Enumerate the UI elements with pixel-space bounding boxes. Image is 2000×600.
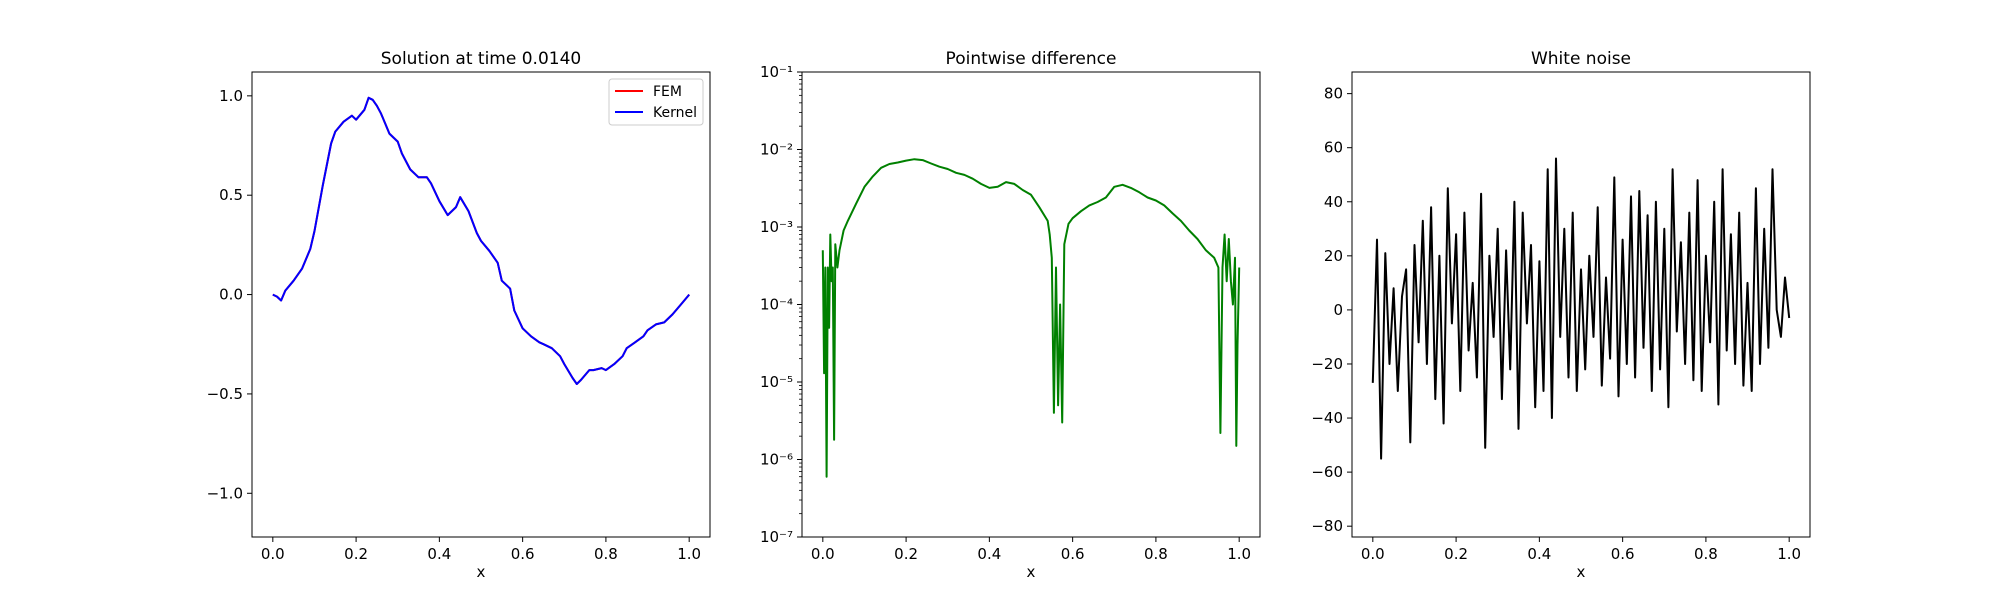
x-axis-label-solution: x — [477, 563, 486, 581]
y-tick-label: −40 — [1311, 409, 1343, 427]
axes-frame-solution — [251, 71, 711, 538]
x-tick-label: 1.0 — [677, 545, 701, 563]
x-ticks-noise: 0.0 0.2 0.4 0.6 0.8 1.0 — [1361, 537, 1801, 563]
y-tick-label: 20 — [1324, 247, 1343, 265]
panel-title-solution: Solution at time 0.0140 — [381, 49, 581, 69]
panel-title-noise: White noise — [1531, 49, 1631, 69]
x-tick-label: 0.0 — [1361, 545, 1385, 563]
x-axis-label-difference: x — [1027, 563, 1036, 581]
panel-solution: Solution at time 0.0140 0.0 0.2 0.4 0.6 0.8 1… — [207, 49, 711, 581]
panel-title-difference: Pointwise difference — [946, 49, 1117, 69]
panel-noise: White noise 0.0 0.2 0.4 0.6 0.8 1.0 −80 −60 −40… — [1311, 49, 1811, 581]
y-tick-label: 10⁻⁴ — [760, 296, 793, 314]
y-tick-label: 0 — [1333, 301, 1343, 319]
x-ticks-difference: 0.0 0.2 0.4 0.6 0.8 1.0 — [811, 537, 1251, 563]
x-tick-label: 0.4 — [977, 545, 1001, 563]
y-ticks-difference: 10⁻⁷ 10⁻⁶ 10⁻⁵ 10⁻⁴ 10⁻³ 10⁻² 10⁻¹ — [760, 63, 802, 546]
x-tick-label: 0.2 — [344, 545, 368, 563]
x-tick-label: 0.0 — [261, 545, 285, 563]
x-tick-label: 0.4 — [1527, 545, 1551, 563]
plot-lines-difference — [821, 158, 1241, 478]
y-ticks-solution: −1.0 −0.5 0.0 0.5 1.0 — [207, 87, 252, 502]
y-tick-label: −20 — [1311, 355, 1343, 373]
y-tick-label: −60 — [1311, 463, 1343, 481]
y-tick-label: 10⁻² — [760, 141, 793, 159]
x-tick-label: 0.8 — [594, 545, 618, 563]
series-line-difference-series-0 — [821, 158, 1241, 478]
x-ticks-solution: 0.0 0.2 0.4 0.6 0.8 1.0 — [261, 537, 701, 563]
y-tick-label: 10⁻¹ — [760, 63, 793, 81]
legend-label-kernel: Kernel — [653, 105, 697, 121]
plot-lines-noise — [1371, 157, 1791, 460]
y-tick-label: 80 — [1324, 85, 1343, 103]
y-tick-label: −0.5 — [207, 385, 243, 403]
y-tick-label: −1.0 — [207, 484, 243, 502]
plot-lines-solution — [272, 96, 690, 385]
y-tick-label: 0.5 — [219, 186, 243, 204]
x-tick-label: 0.2 — [894, 545, 918, 563]
y-ticks-noise: −80 −60 −40 −20 0 20 40 60 80 — [1311, 85, 1352, 535]
y-tick-label: −80 — [1311, 517, 1343, 535]
series-line-noise-series-0 — [1371, 157, 1791, 460]
x-tick-label: 0.6 — [1061, 545, 1085, 563]
x-tick-label: 0.8 — [1694, 545, 1718, 563]
legend: FEM Kernel — [608, 78, 704, 126]
x-tick-label: 0.4 — [427, 545, 451, 563]
y-tick-label: 60 — [1324, 139, 1343, 157]
y-tick-label: 10⁻⁵ — [760, 373, 793, 391]
x-tick-label: 0.8 — [1144, 545, 1168, 563]
y-tick-label: 10⁻³ — [760, 218, 793, 236]
x-tick-label: 1.0 — [1777, 545, 1801, 563]
y-tick-label: 10⁻⁷ — [760, 528, 793, 546]
x-axis-label-noise: x — [1577, 563, 1586, 581]
x-tick-label: 0.6 — [511, 545, 535, 563]
x-tick-label: 0.6 — [1611, 545, 1635, 563]
panel-difference: Pointwise difference 0.0 0.2 0.4 0.6 0.8 1.0 … — [760, 49, 1261, 581]
axes-frame-noise — [1351, 71, 1811, 538]
y-tick-label: 1.0 — [219, 87, 243, 105]
x-tick-label: 1.0 — [1227, 545, 1251, 563]
y-tick-label: 10⁻⁶ — [760, 451, 793, 469]
x-tick-label: 0.0 — [811, 545, 835, 563]
legend-label-fem: FEM — [653, 84, 682, 100]
y-tick-label: 0.0 — [219, 286, 243, 304]
series-line-solution-kernel — [272, 96, 690, 385]
y-tick-label: 40 — [1324, 193, 1343, 211]
x-tick-label: 0.2 — [1444, 545, 1468, 563]
